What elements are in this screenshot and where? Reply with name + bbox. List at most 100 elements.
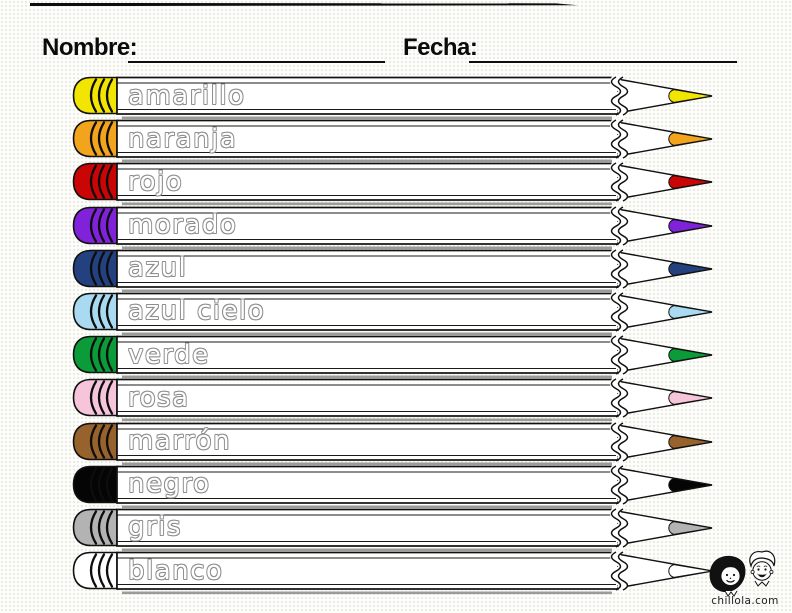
girl-collar: [724, 590, 738, 597]
pencil-tip: [668, 564, 713, 578]
boy-ear-left: [750, 569, 755, 574]
pencil-eraser: [72, 249, 118, 288]
pencil-graphic: [72, 548, 713, 595]
pencil-tip: [668, 175, 713, 190]
pencil-tip: [668, 89, 713, 103]
pencil-graphic: [72, 159, 713, 206]
wood-break-line-left: [610, 249, 622, 289]
eraser-bands-icon: [89, 423, 114, 459]
pencil-graphic: [72, 375, 713, 422]
pencil-eraser: [72, 422, 118, 460]
pencil-color-name: rojo: [128, 166, 184, 197]
wood-break-line-left: [610, 292, 622, 332]
pencil-color-name: marrón: [128, 426, 231, 456]
pencil-tip: [668, 348, 713, 363]
wood-break-line-right: [617, 378, 629, 418]
wood-break-gap: [610, 461, 628, 508]
pencil-graphic: [72, 418, 713, 465]
pencil-row: naranja: [70, 116, 730, 163]
pencil-graphic: [72, 245, 713, 292]
wood-break-gap: [610, 504, 628, 551]
eraser-bands-icon: [89, 337, 114, 372]
eraser-bands-icon: [89, 121, 114, 156]
boy-ear-right: [769, 569, 774, 574]
wood-break-line-left: [610, 205, 622, 246]
wood-break-line-right: [617, 292, 629, 332]
pencil-body: [116, 292, 619, 331]
pencil-color-name: rosa: [128, 382, 190, 413]
wood-break-line-left: [610, 335, 622, 375]
pencil-eraser: [72, 292, 118, 331]
date-blank-line: [469, 43, 737, 63]
pencil-graphic: [72, 504, 713, 551]
girl-face: [720, 565, 741, 587]
girl-bangs: [720, 564, 741, 572]
wood-break-gap: [610, 202, 628, 249]
wood-break-line-right: [617, 119, 629, 159]
sharpened-wood: [619, 424, 712, 459]
wood-break-line-right: [617, 205, 629, 246]
wood-break-line-right: [617, 249, 629, 289]
wood-break-gap: [610, 116, 628, 163]
pencil-row: azul: [70, 245, 730, 292]
pencil-color-name: verde: [128, 339, 210, 370]
pencil-body: [116, 249, 619, 288]
wood-break-line-left: [610, 162, 622, 203]
pencil-eraser: [72, 119, 118, 158]
name-label: Nombre:: [42, 34, 138, 61]
sharpened-wood: [619, 337, 712, 373]
pencil-row: rojo: [70, 159, 730, 206]
pencil-body: [116, 465, 619, 504]
eraser-bands-icon: [89, 553, 114, 588]
pencil-row: morado: [70, 202, 730, 249]
eraser-bands-icon: [89, 164, 114, 200]
pencil-color-name: amarillo: [128, 80, 246, 111]
pencil-color-name: negro: [128, 469, 211, 500]
pencil-row: verde: [70, 332, 730, 379]
pencil-row: rosa: [70, 375, 730, 422]
boy-hair: [749, 550, 776, 568]
sharpened-wood: [619, 208, 712, 244]
boy-face: [752, 561, 772, 581]
pencil-tip: [668, 305, 713, 319]
pencil-body: [116, 551, 619, 590]
pencil-eraser: [72, 206, 118, 244]
pencil-graphic: [72, 202, 713, 249]
pencil-eraser: [72, 335, 118, 374]
wood-break-gap: [610, 332, 628, 379]
pencil-eraser: [72, 163, 118, 201]
pencil-tip: [668, 218, 713, 233]
girl-eye-right: [732, 573, 736, 577]
pencil-eraser: [72, 465, 118, 503]
pencil-color-name: gris: [128, 512, 182, 543]
eraser-bands-icon: [89, 380, 114, 415]
pencil-tip: [668, 434, 713, 449]
name-blank-line: [128, 43, 385, 63]
boy-brows: [756, 565, 768, 567]
pencil-body: [116, 508, 619, 547]
pencil-graphic: [72, 73, 713, 120]
pencil-graphic: [72, 288, 713, 336]
pencil-body: [116, 335, 619, 374]
wood-break-line-right: [617, 465, 629, 505]
date-label: Fecha:: [403, 34, 478, 61]
sharpened-wood: [619, 78, 712, 114]
wood-break-line-left: [610, 551, 622, 591]
pencil-eraser: [72, 508, 118, 547]
wood-break-line-left: [610, 119, 622, 159]
pencil-tip: [668, 261, 713, 276]
sharpened-wood: [619, 164, 712, 200]
wood-break-line-left: [610, 465, 622, 505]
sharpened-wood: [619, 467, 712, 503]
girl-smile: [726, 579, 735, 583]
pencil-row: marrón: [70, 418, 730, 465]
wood-break-line-right: [617, 508, 629, 548]
eraser-bands-icon: [89, 251, 114, 286]
sharpened-wood: [619, 553, 712, 589]
wood-break-line-right: [617, 421, 629, 462]
pencil-body: [116, 163, 619, 202]
pencil-row: blanco: [70, 548, 730, 595]
eraser-bands-icon: [89, 467, 114, 502]
pencil-row: amarillo: [70, 73, 730, 120]
